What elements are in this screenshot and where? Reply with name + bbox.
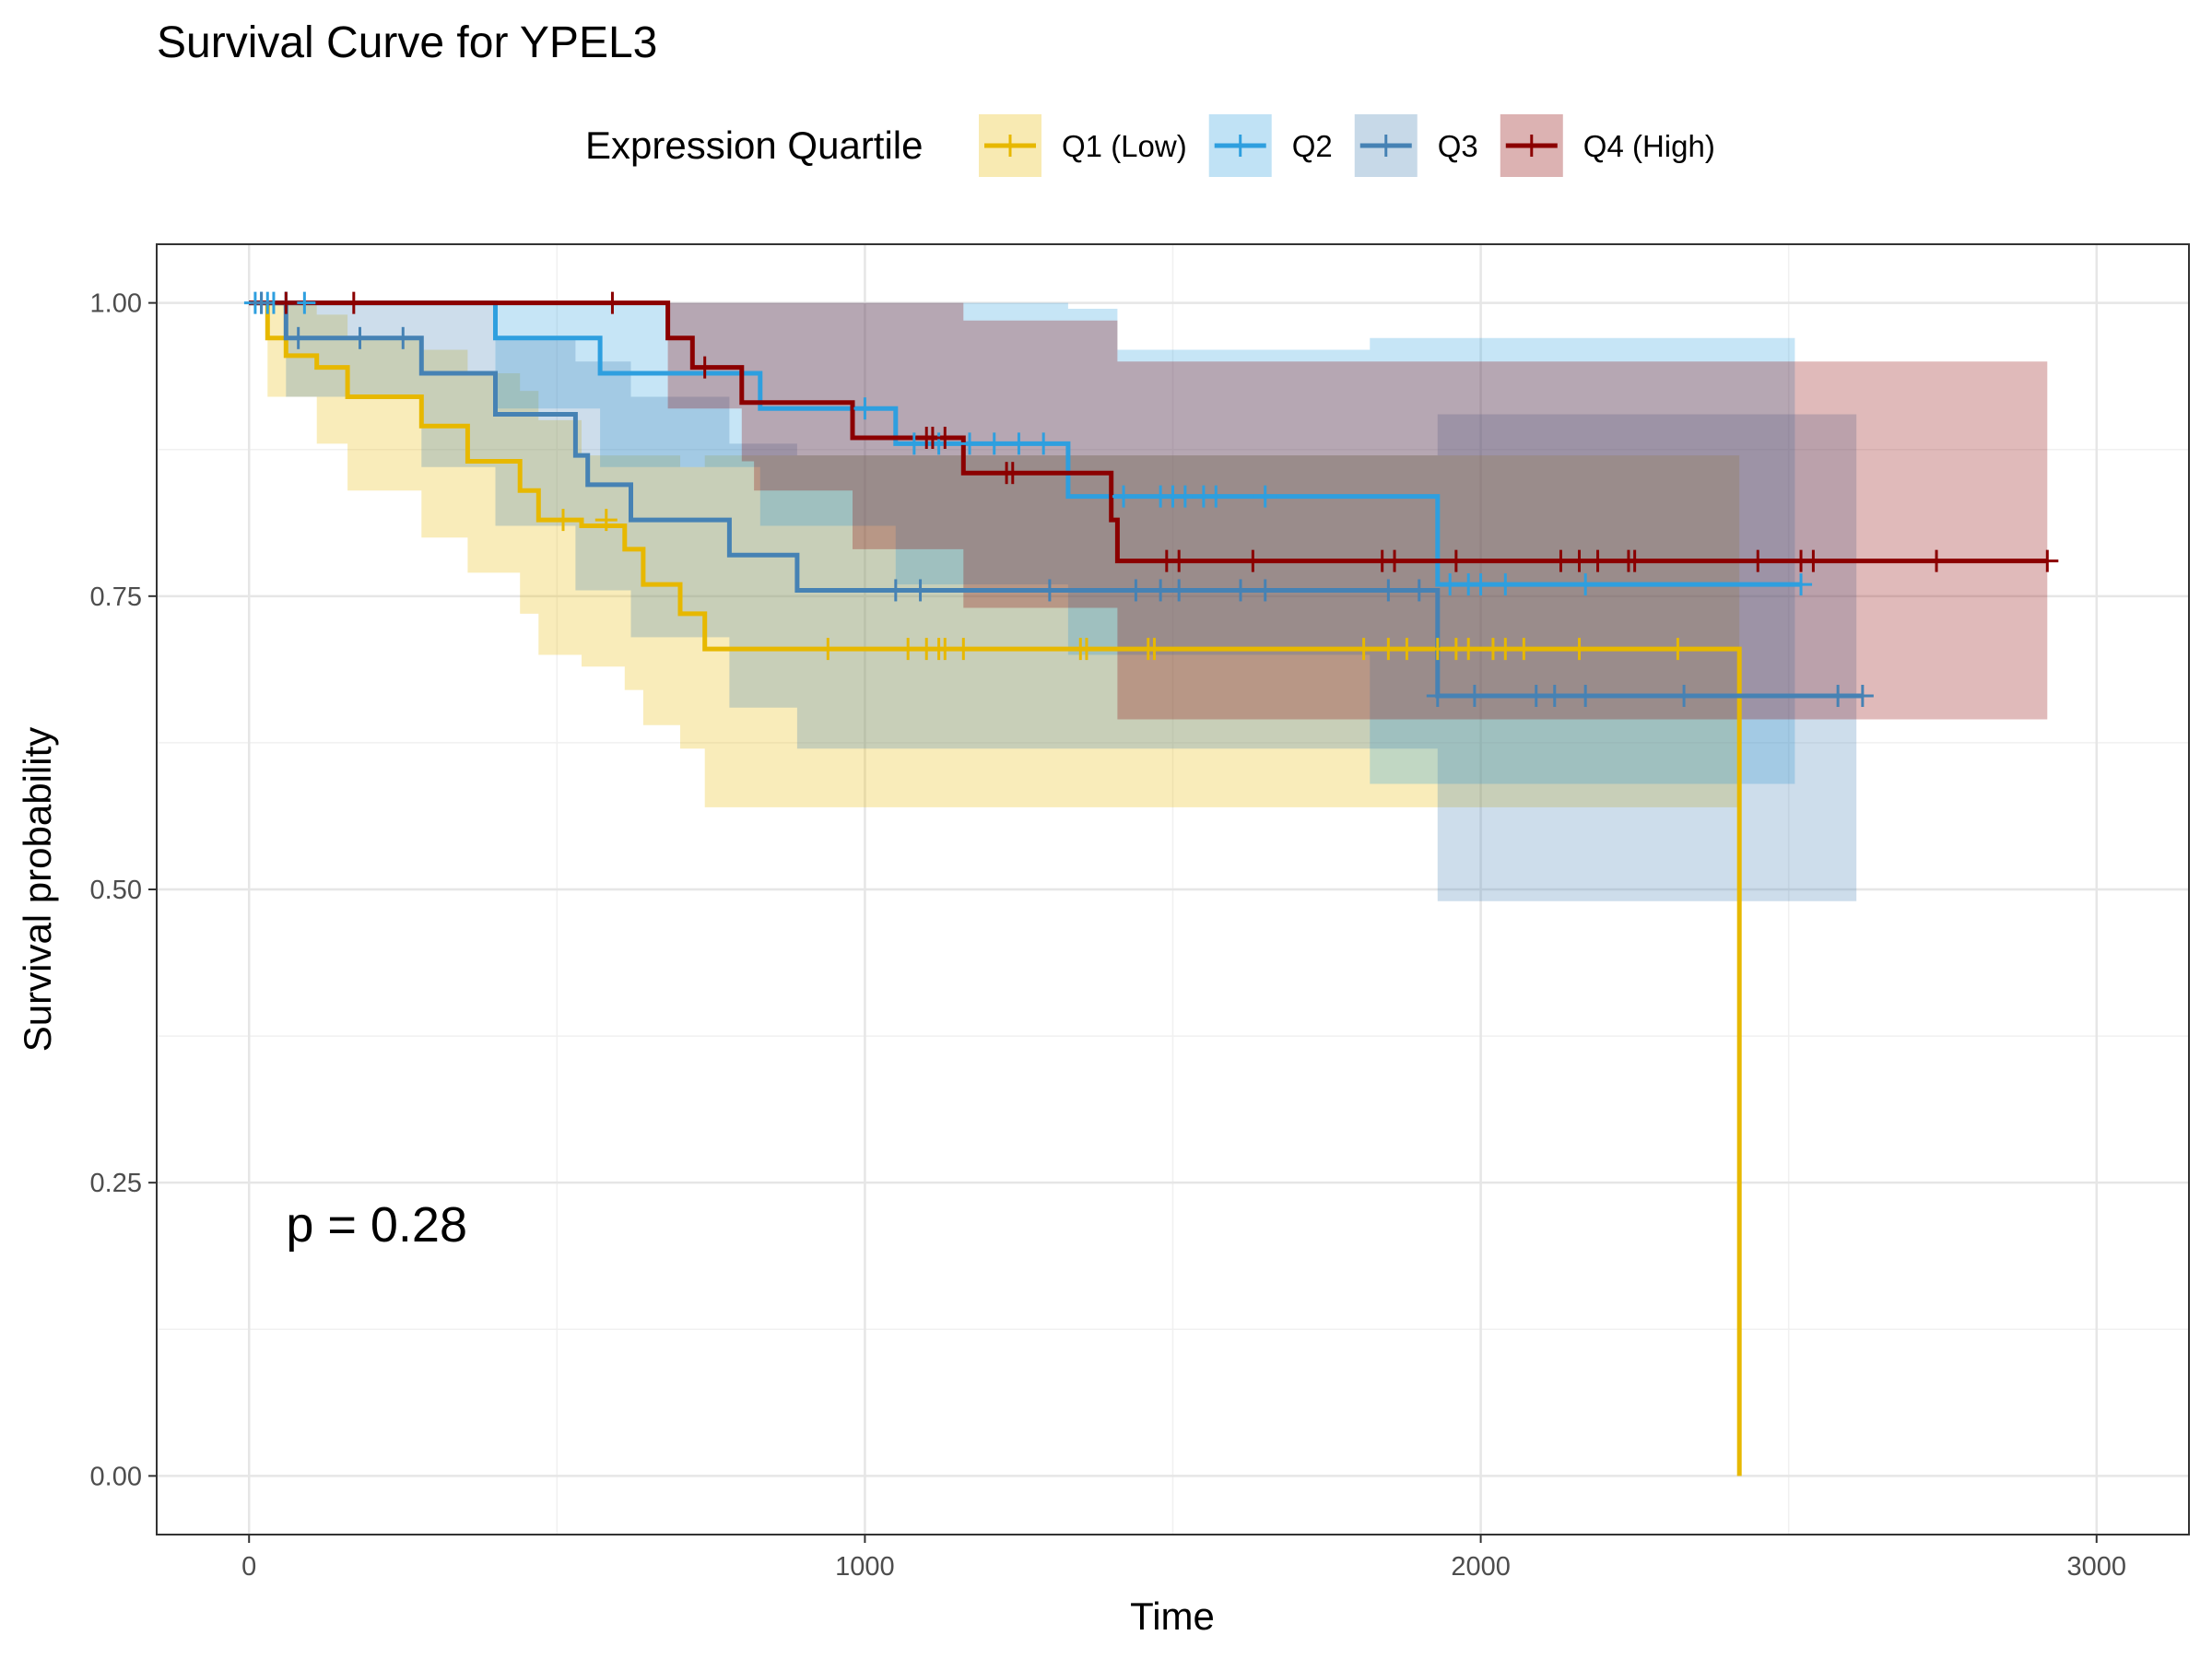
x-axis-title: Time — [1130, 1594, 1215, 1638]
x-tick-label: 1000 — [835, 1552, 895, 1582]
legend-label: Q2 — [1292, 129, 1333, 163]
x-tick-label: 3000 — [2067, 1552, 2127, 1582]
survival-curve — [249, 300, 1742, 1477]
survival-curve — [249, 300, 1801, 587]
confidence-band — [249, 302, 1795, 784]
y-tick-label: 0.50 — [90, 876, 142, 905]
survival-curve — [249, 300, 1863, 699]
confidence-band — [249, 302, 1740, 807]
legend-label: Q3 — [1438, 129, 1478, 163]
legend-label: Q4 (High) — [1583, 129, 1715, 163]
axes: 0 1000 2000 3000 0.00 0.25 0.50 0.75 1.00 — [90, 289, 2126, 1582]
x-tick-label: 0 — [241, 1552, 256, 1582]
survival-curve — [249, 300, 2048, 564]
legend-title: Expression Quartile — [585, 124, 924, 167]
confidence-bands — [249, 302, 2048, 901]
confidence-band — [249, 302, 1857, 901]
y-tick-label: 0.00 — [90, 1462, 142, 1491]
legend: Expression Quartile Q1 (Low) Q2 Q3 Q4 (High… — [585, 114, 1715, 177]
legend-label: Q1 (Low) — [1062, 129, 1187, 163]
grid-lines — [157, 244, 2189, 1535]
chart-title: Survival Curve for YPEL3 — [157, 18, 657, 67]
y-axis-title: Survival probability — [16, 727, 59, 1053]
y-tick-label: 1.00 — [90, 289, 142, 319]
x-tick-label: 2000 — [1451, 1552, 1511, 1582]
survival-curves — [249, 300, 2048, 1477]
y-tick-label: 0.25 — [90, 1169, 142, 1198]
censor-marks — [243, 291, 2059, 707]
p-value-annotation: p = 0.28 — [286, 1197, 467, 1253]
y-tick-label: 0.75 — [90, 582, 142, 612]
confidence-band — [249, 302, 2048, 720]
